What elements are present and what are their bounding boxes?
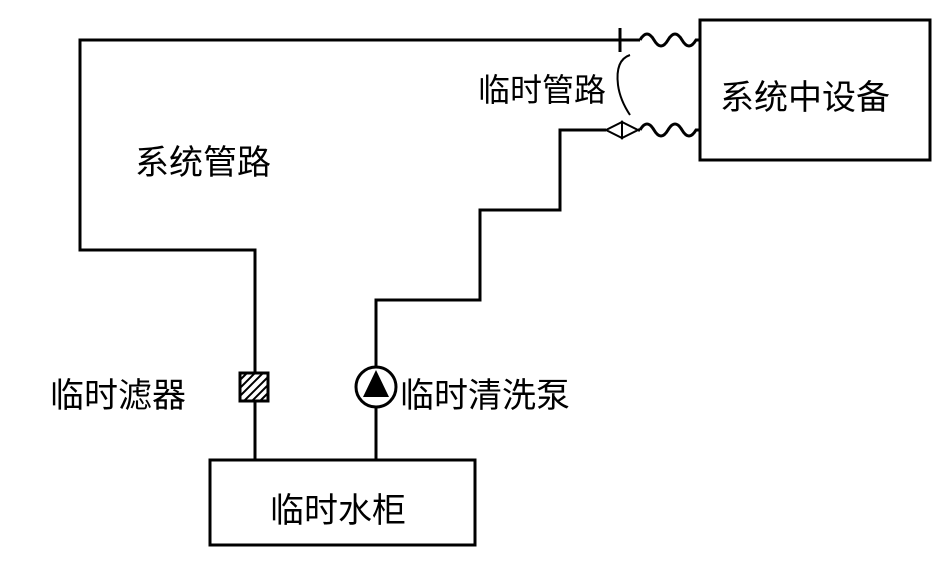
temp-pipeline-label: 临时管路 (478, 65, 606, 111)
temp-filter-label: 临时滤器 (50, 368, 186, 417)
pump-symbol (356, 367, 396, 407)
filter-symbol (240, 373, 268, 401)
coil-bottom (640, 124, 700, 136)
coil-top (640, 34, 700, 46)
temp-pump-label: 临时清洗泵 (400, 368, 570, 417)
equipment-label: 系统中设备 (720, 70, 890, 119)
valve-top (608, 28, 640, 52)
pump-to-valve-path (376, 130, 596, 367)
temp-tank-label: 临时水柜 (270, 483, 406, 532)
brace-temp-pipeline (618, 55, 631, 115)
system-pipeline-label: 系统管路 (135, 135, 271, 184)
valve-bottom (596, 122, 640, 138)
